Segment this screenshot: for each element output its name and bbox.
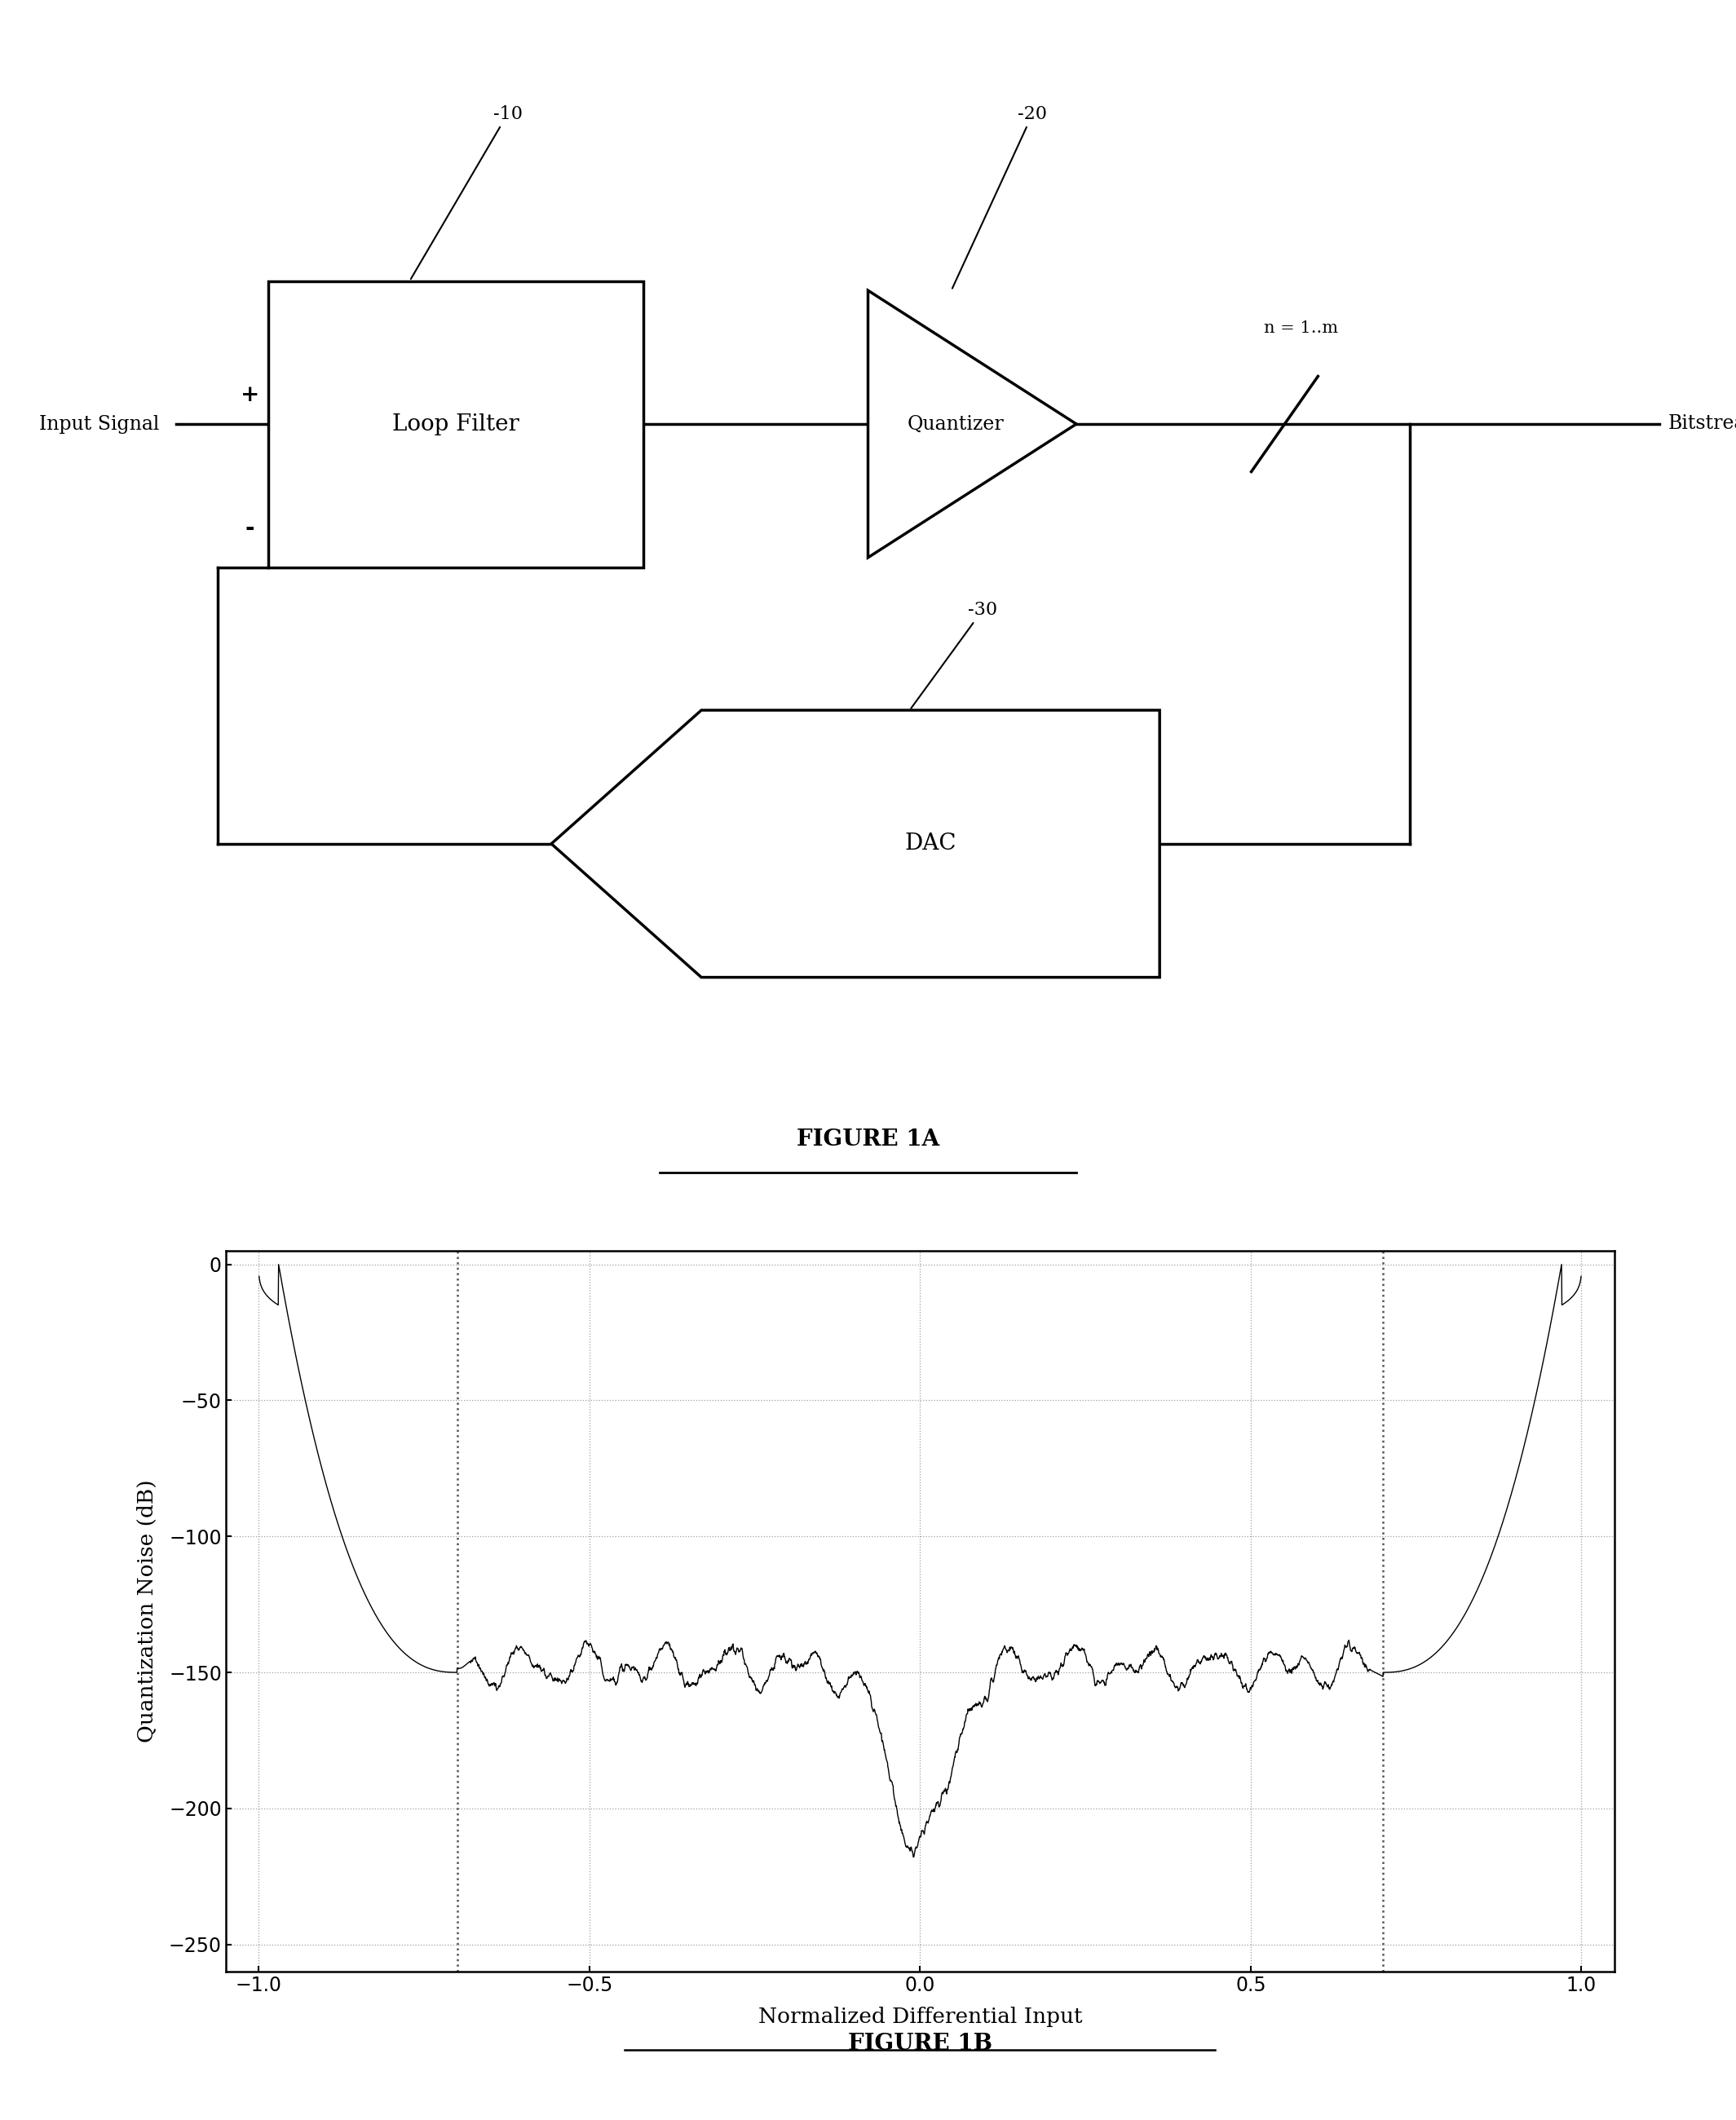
- Text: n = 1..m: n = 1..m: [1264, 320, 1338, 337]
- Text: DAC: DAC: [904, 833, 957, 854]
- Text: Quantizer: Quantizer: [908, 416, 1003, 432]
- Text: -30: -30: [911, 600, 998, 708]
- Y-axis label: Quantization Noise (dB): Quantization Noise (dB): [137, 1480, 158, 1743]
- Text: Loop Filter: Loop Filter: [392, 413, 519, 435]
- Text: Bitstream: Bitstream: [1668, 416, 1736, 432]
- Text: -20: -20: [953, 104, 1047, 288]
- X-axis label: Normalized Differential Input: Normalized Differential Input: [759, 2006, 1082, 2027]
- Text: FIGURE 1A: FIGURE 1A: [797, 1128, 939, 1151]
- Text: -: -: [245, 517, 255, 541]
- Text: -10: -10: [411, 104, 523, 280]
- Polygon shape: [868, 290, 1076, 558]
- Text: +: +: [240, 384, 259, 407]
- Bar: [267, 280, 642, 566]
- Polygon shape: [552, 710, 1160, 977]
- Text: FIGURE 1B: FIGURE 1B: [847, 2033, 993, 2054]
- Text: Input Signal: Input Signal: [38, 416, 160, 432]
